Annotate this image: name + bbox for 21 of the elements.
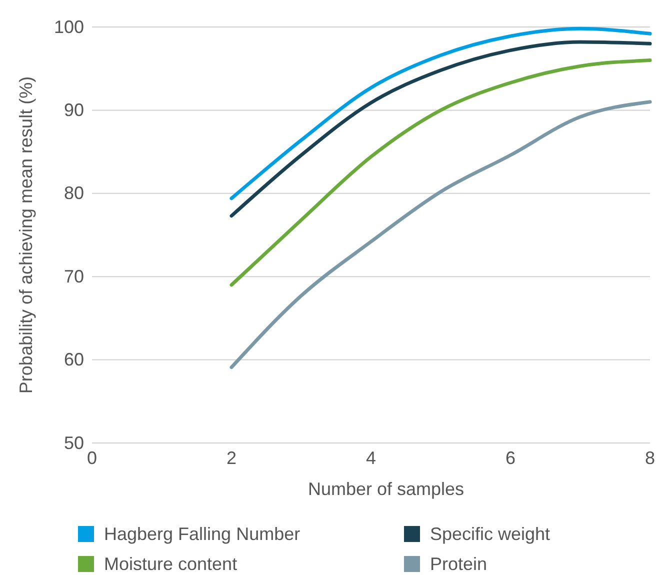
y-tick-label: 90 <box>64 100 84 120</box>
y-tick-label: 70 <box>64 266 84 286</box>
legend-label: Hagberg Falling Number <box>104 524 300 544</box>
y-tick-label: 100 <box>54 16 84 37</box>
x-tick-label: 0 <box>86 448 98 468</box>
line-series <box>230 26 652 200</box>
x-tick-label: 6 <box>505 448 516 468</box>
legend-label: Specific weight <box>430 524 550 544</box>
y-axis-title: Probability of achieving mean result (%) <box>16 76 36 394</box>
line-series <box>230 100 652 370</box>
legend-label: Moisture content <box>104 554 238 574</box>
line-series <box>230 40 652 218</box>
y-tick-label: 60 <box>64 350 84 370</box>
y-tick-label: 50 <box>64 432 84 453</box>
line-series <box>230 58 652 287</box>
x-tick-label: 8 <box>644 448 656 468</box>
y-tick-label: 80 <box>64 183 84 204</box>
x-tick-label: 2 <box>226 448 237 468</box>
x-tick-label: 4 <box>366 448 376 468</box>
x-axis-title: Number of samples <box>308 479 464 499</box>
legend-label: Protein <box>430 554 488 574</box>
